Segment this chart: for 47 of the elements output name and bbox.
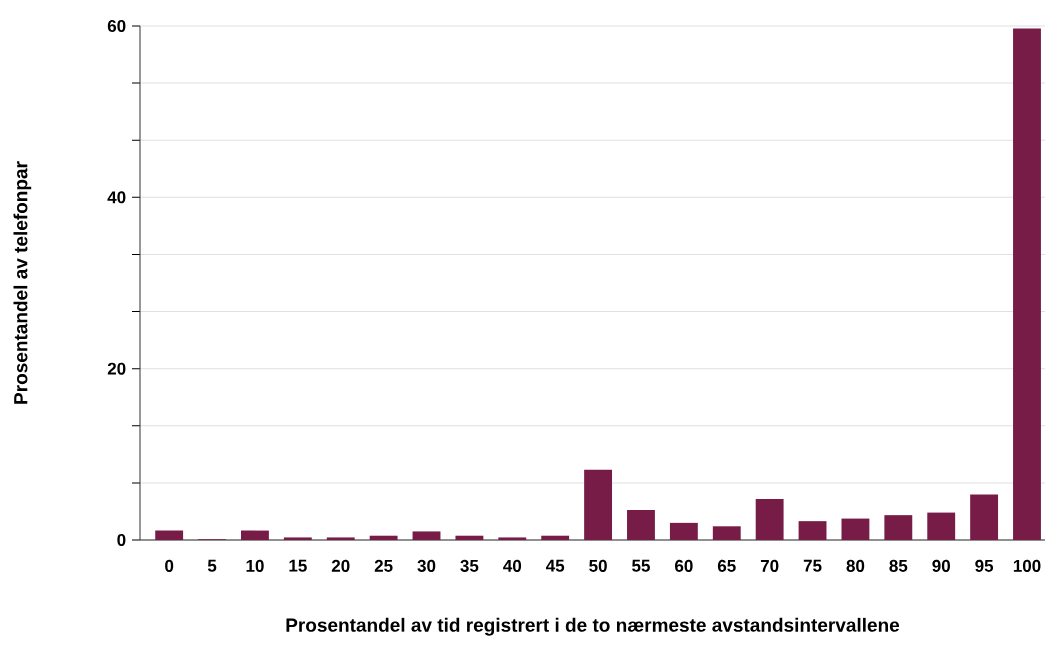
bar <box>798 521 827 540</box>
x-tick-label: 30 <box>417 559 436 572</box>
x-tick-label: 40 <box>503 559 522 572</box>
bar <box>369 535 398 540</box>
x-tick-label: 80 <box>846 559 865 572</box>
bar <box>541 535 570 540</box>
x-tick-label: 95 <box>975 559 994 572</box>
bar <box>927 512 956 540</box>
x-tick-label: 45 <box>545 559 565 572</box>
x-tick-label: 70 <box>760 559 779 572</box>
y-axis-title: Prosentandel av telefonpar <box>13 161 32 404</box>
x-tick-label: 15 <box>289 559 307 572</box>
bar <box>755 498 784 540</box>
x-tick-label: 90 <box>932 559 950 572</box>
x-tick-label: 75 <box>803 559 822 572</box>
bar <box>970 494 999 540</box>
bar <box>412 531 441 540</box>
bar <box>155 530 184 540</box>
bar <box>627 510 655 540</box>
bar <box>241 530 269 540</box>
bar <box>455 535 484 540</box>
y-tick-label: 0 <box>117 533 126 547</box>
y-tick-label: 60 <box>107 19 126 33</box>
bar <box>1013 28 1041 540</box>
x-tick-label: 60 <box>675 559 693 572</box>
bar <box>841 518 870 540</box>
x-tick-label: 85 <box>889 559 908 572</box>
y-tick-label: 20 <box>107 362 126 375</box>
x-tick-label: 0 <box>165 559 174 572</box>
x-tick-label: 100 <box>1013 559 1041 572</box>
x-tick-label: 35 <box>460 559 479 572</box>
x-tick-label: 20 <box>331 559 350 572</box>
bar <box>584 469 613 540</box>
bar <box>884 515 913 540</box>
x-tick-label: 25 <box>374 559 393 572</box>
bar <box>283 537 312 540</box>
x-tick-label: 55 <box>632 559 650 572</box>
x-tick-label: 5 <box>207 559 217 572</box>
x-tick-label: 65 <box>717 559 736 572</box>
bar <box>712 526 741 540</box>
x-axis-title: Prosentandel av tid registrert i de to nærmeste avstandsintervallene <box>286 617 900 636</box>
bar <box>669 522 698 540</box>
bar <box>498 537 527 540</box>
y-tick-label: 40 <box>107 191 126 204</box>
x-tick-label: 10 <box>246 559 264 572</box>
x-tick-label: 50 <box>589 559 607 572</box>
bar <box>326 537 355 540</box>
